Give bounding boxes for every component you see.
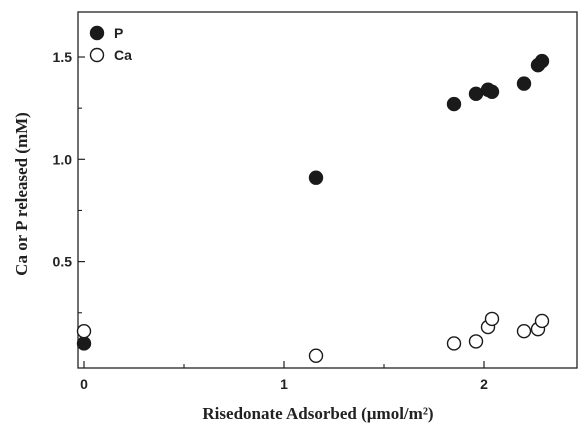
plot-frame [77,11,578,369]
x-tick-label: 2 [480,376,488,392]
p-data-point [308,170,324,185]
ca-data-point [516,323,532,339]
ca-data-point [76,323,92,339]
y-axis-label: Ca or P released (mM) [12,112,31,276]
p-data-point [446,96,462,112]
x-axis-ticks: 0 1 2 [80,361,488,392]
plot-border [77,11,578,369]
legend-p-label: P [114,25,123,41]
x-tick-label: 1 [280,376,288,392]
p-data-point [534,53,550,69]
ca-data-point [446,336,462,351]
legend-p-marker [89,25,105,41]
y-axis-ticks: 0.5 1.0 1.5 [53,49,85,314]
ca-data-point [308,348,324,363]
p-data-point [76,336,92,351]
p-data-point [516,76,532,91]
y-tick-label: 1.0 [53,151,73,167]
p-data-point [468,86,484,102]
legend: P Ca [89,25,132,63]
legend-ca-label: Ca [114,47,132,63]
data-points [76,53,550,363]
p-data-point [484,84,500,99]
legend-ca-marker [89,47,105,63]
y-tick-label: 0.5 [53,254,73,270]
x-tick-label: 0 [80,376,88,392]
ca-data-point [534,313,550,329]
ca-data-point [468,334,484,349]
ca-data-point [484,311,500,327]
x-axis-label: Risedonate Adsorbed (µmol/m²) [202,404,433,423]
y-tick-label: 1.5 [53,49,73,65]
